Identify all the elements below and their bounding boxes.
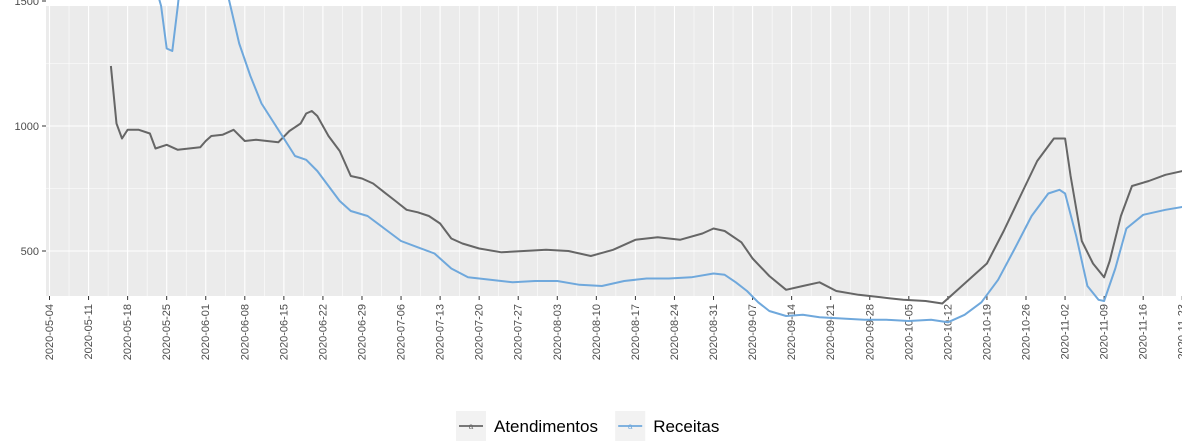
x-tick-label: 2020-05-04 [44,304,56,360]
legend-label-atendimentos: Atendimentos [494,417,598,436]
x-tick-label: 2020-06-01 [200,304,212,360]
x-tick-label: 2020-10-19 [981,304,993,360]
x-tick-label: 2020-05-25 [161,304,173,360]
x-tick-label: 2020-06-22 [317,304,329,360]
x-tick-label: 2020-05-18 [122,304,134,360]
grid-minor [46,6,1176,296]
series-lines [109,0,1182,324]
x-tick-label: 2020-06-29 [356,304,368,360]
x-tick-label: 2020-08-10 [591,304,603,360]
x-tick-label: 2020-07-27 [513,304,525,360]
y-tick-labels: 500100015002000 [15,0,39,258]
legend-glyph: a [628,422,633,431]
x-tick-label: 2020-08-03 [552,304,564,360]
legend-glyph: a [469,422,474,431]
x-tick-label: 2020-06-15 [278,304,290,360]
x-tick-labels: 2020-05-04 2020-05-11 2020-05-18 2020-05-25… [44,304,1182,360]
x-tick-label: 2020-09-14 [786,304,798,360]
x-tick-label: 2020-09-21 [825,304,837,360]
legend: a Atendimentos a Receitas [456,411,719,441]
x-tick-label: 2020-10-12 [942,304,954,360]
plot-panel [46,6,1176,296]
x-tick-label: 2020-10-26 [1021,304,1033,360]
x-tick-label: 2020-07-06 [396,304,408,360]
x-tick-label: 2020-06-08 [239,304,251,360]
x-tick-label: 2020-05-11 [83,304,95,359]
x-tick-label: 2020-08-31 [708,304,720,360]
x-tick-label: 2020-11-23 [1177,304,1182,359]
series-line-atendimentos [109,65,1182,305]
grid-major [46,0,1182,296]
x-tick-label: 2020-10-05 [903,304,915,360]
x-tick-label: 2020-11-02 [1060,304,1072,359]
x-tick-label: 2020-11-16 [1138,304,1150,359]
x-tick-label: 2020-09-28 [864,304,876,360]
series-line-receitas [158,0,1182,324]
y-tick-label: 500 [21,246,39,258]
y-tick-label: 1000 [15,121,39,133]
x-tick-label: 2020-08-24 [669,304,681,360]
x-tick-label: 2020-07-20 [474,304,486,360]
x-tick-label: 2020-08-17 [630,304,642,360]
x-tick-label: 2020-11-09 [1099,304,1111,359]
legend-label-receitas: Receitas [653,417,719,436]
x-tick-label: 2020-09-07 [747,304,759,360]
x-tick-label: 2020-07-13 [435,304,447,360]
y-tick-label: 1500 [15,0,39,8]
